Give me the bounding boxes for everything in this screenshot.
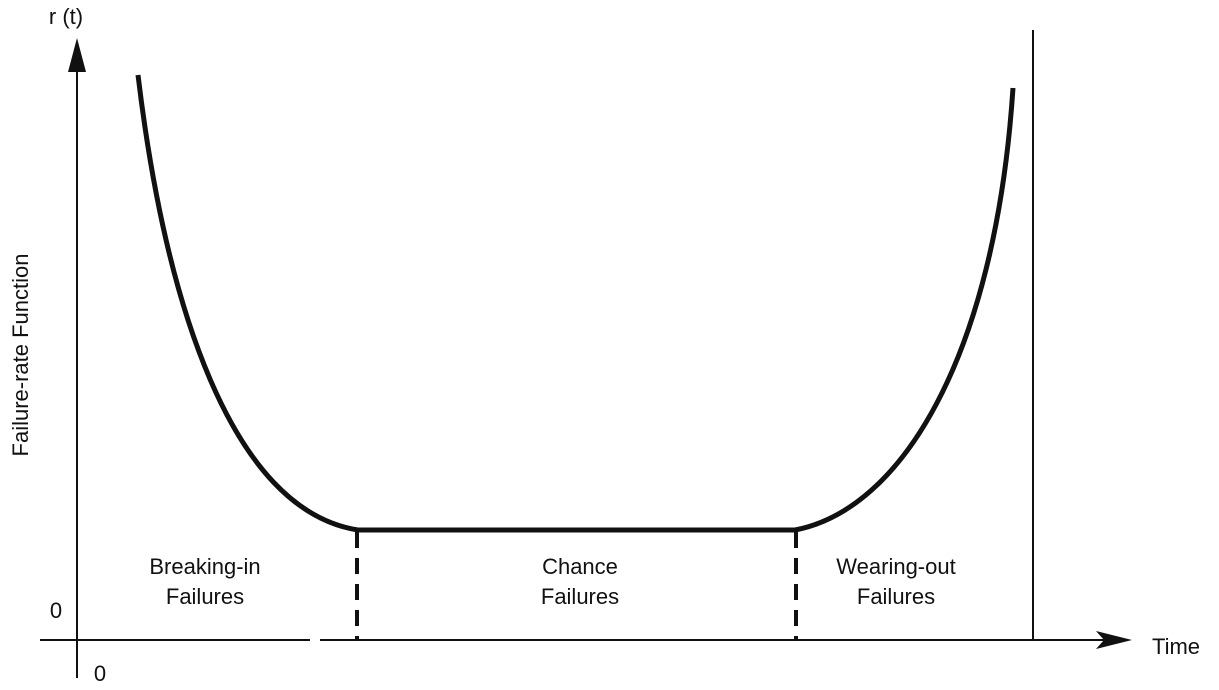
region-label: Failures: [541, 584, 619, 609]
y-title: Failure-rate Function: [8, 254, 33, 457]
x-origin: 0: [94, 661, 106, 686]
region-label: Wearing-out: [836, 554, 955, 579]
y-origin: 0: [50, 598, 62, 623]
y-symbol: r (t): [49, 4, 83, 29]
x-arrow: [1096, 631, 1132, 649]
failure-curve: [135, 74, 1016, 533]
x-title: Time: [1152, 634, 1200, 659]
region-label: Failures: [857, 584, 935, 609]
region-label: Chance: [542, 554, 618, 579]
region-label: Breaking-in: [149, 554, 260, 579]
region-label: Failures: [166, 584, 244, 609]
y-arrow: [68, 38, 86, 72]
